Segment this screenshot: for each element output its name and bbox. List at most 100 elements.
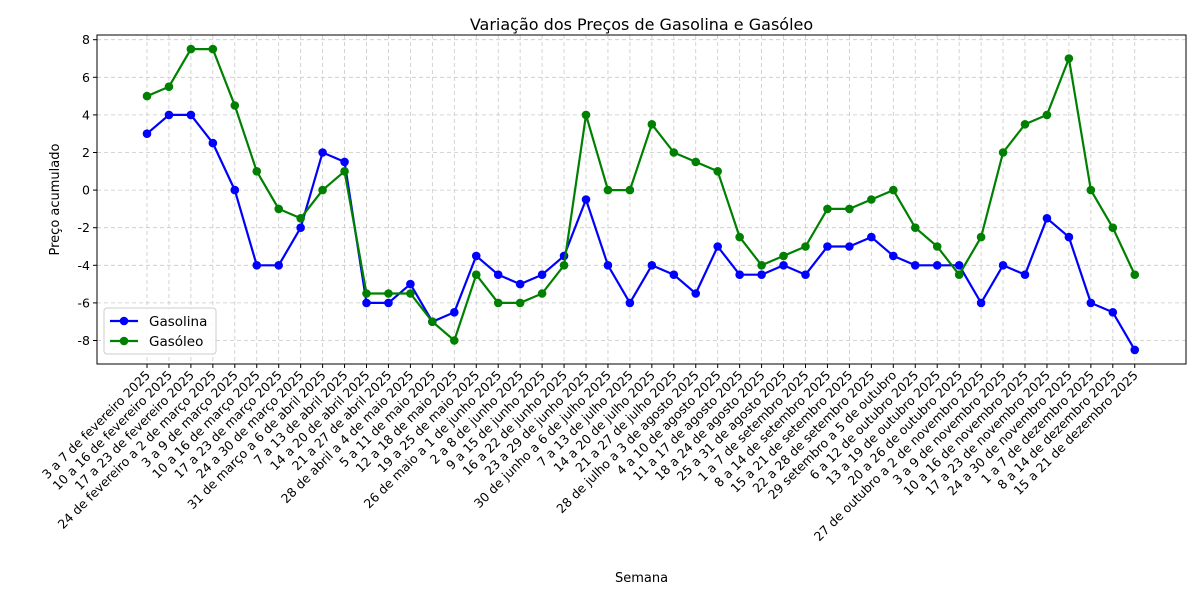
data-point: [1064, 232, 1074, 242]
data-point: [932, 242, 942, 251]
y-tick-label: -4: [78, 258, 91, 273]
data-point: [450, 308, 459, 317]
data-point: [954, 261, 964, 270]
y-tick-label: 4: [82, 107, 90, 122]
legend-box: [103, 307, 217, 355]
data-point: [713, 167, 722, 176]
data-point: [428, 317, 437, 327]
data-point: [932, 261, 942, 270]
data-point: [208, 138, 218, 148]
chart-title: Variação dos Preços de Gasolina e Gasóle…: [470, 15, 813, 34]
data-point: [713, 242, 722, 251]
data-point: [274, 261, 284, 270]
data-point: [515, 298, 525, 308]
data-point: [625, 298, 635, 308]
data-point: [537, 289, 547, 298]
data-point: [208, 44, 218, 54]
data-point: [581, 110, 591, 120]
data-point: [889, 185, 898, 195]
data-point: [976, 232, 986, 242]
data-point: [1130, 270, 1140, 280]
y-tick-label: -8: [78, 333, 91, 348]
x-axis-label: Semana: [615, 571, 668, 586]
series-gasolina: [142, 110, 1140, 355]
data-point: [559, 261, 569, 270]
data-point: [296, 223, 305, 232]
data-point: [384, 298, 393, 308]
data-point: [142, 129, 152, 138]
data-point: [450, 336, 459, 345]
data-point: [801, 270, 810, 280]
data-point: [845, 204, 854, 214]
plot-frame: [96, 34, 1187, 365]
data-point: [867, 195, 876, 204]
data-point: [362, 298, 371, 308]
data-point: [998, 261, 1008, 270]
data-point: [318, 185, 327, 195]
data-point: [735, 270, 744, 280]
data-point: [471, 270, 481, 280]
data-point: [274, 204, 284, 214]
data-point: [493, 298, 503, 308]
data-point: [976, 298, 986, 308]
data-point: [603, 185, 613, 195]
data-point: [471, 251, 481, 261]
series-gasóleo: [142, 44, 1140, 345]
data-point: [1108, 223, 1118, 232]
data-point: [1064, 54, 1074, 63]
data-point: [779, 261, 788, 270]
data-point: [647, 261, 657, 270]
data-point: [186, 44, 196, 54]
data-point: [691, 289, 701, 298]
data-point: [406, 279, 415, 289]
y-tick-label: -6: [78, 295, 91, 310]
data-point: [845, 242, 854, 251]
data-point: [801, 242, 810, 251]
data-point: [647, 120, 657, 129]
data-point: [340, 157, 349, 167]
legend-item: Gasóleo: [110, 334, 203, 350]
legend: Gasolina Gasóleo: [103, 307, 217, 355]
legend-item: Gasolina: [110, 314, 207, 330]
data-point: [340, 167, 349, 176]
data-point: [515, 279, 525, 289]
data-point: [823, 204, 832, 214]
data-point: [581, 195, 591, 204]
y-tick-label: 6: [82, 70, 90, 85]
data-point: [757, 270, 766, 280]
data-point: [757, 261, 766, 270]
series-line: [146, 47, 1136, 342]
data-point: [691, 157, 701, 167]
legend-marker: [119, 316, 129, 326]
data-point: [384, 289, 393, 298]
data-point: [889, 251, 898, 261]
data-point: [362, 289, 371, 298]
y-axis-label: Preço acumulado: [48, 143, 63, 255]
data-point: [603, 261, 613, 270]
y-tick-label: 0: [82, 183, 90, 198]
data-point: [867, 232, 876, 242]
data-point: [318, 148, 327, 157]
data-point: [625, 185, 635, 195]
series-line: [146, 113, 1136, 351]
legend-marker: [119, 336, 129, 346]
data-point: [910, 261, 920, 270]
data-point: [537, 270, 547, 280]
y-tick-label: 2: [82, 145, 90, 160]
data-point: [493, 270, 503, 280]
data-point: [779, 251, 788, 261]
data-point: [735, 232, 744, 242]
data-point: [823, 242, 832, 251]
data-point: [1020, 120, 1030, 129]
data-point: [142, 91, 152, 101]
series-layer: [142, 44, 1140, 355]
data-point: [1086, 185, 1096, 195]
data-point: [230, 185, 240, 195]
legend-label: Gasolina: [149, 314, 207, 330]
data-point: [1108, 308, 1118, 317]
data-point: [296, 214, 305, 223]
data-point: [252, 261, 262, 270]
data-point: [1130, 345, 1140, 355]
